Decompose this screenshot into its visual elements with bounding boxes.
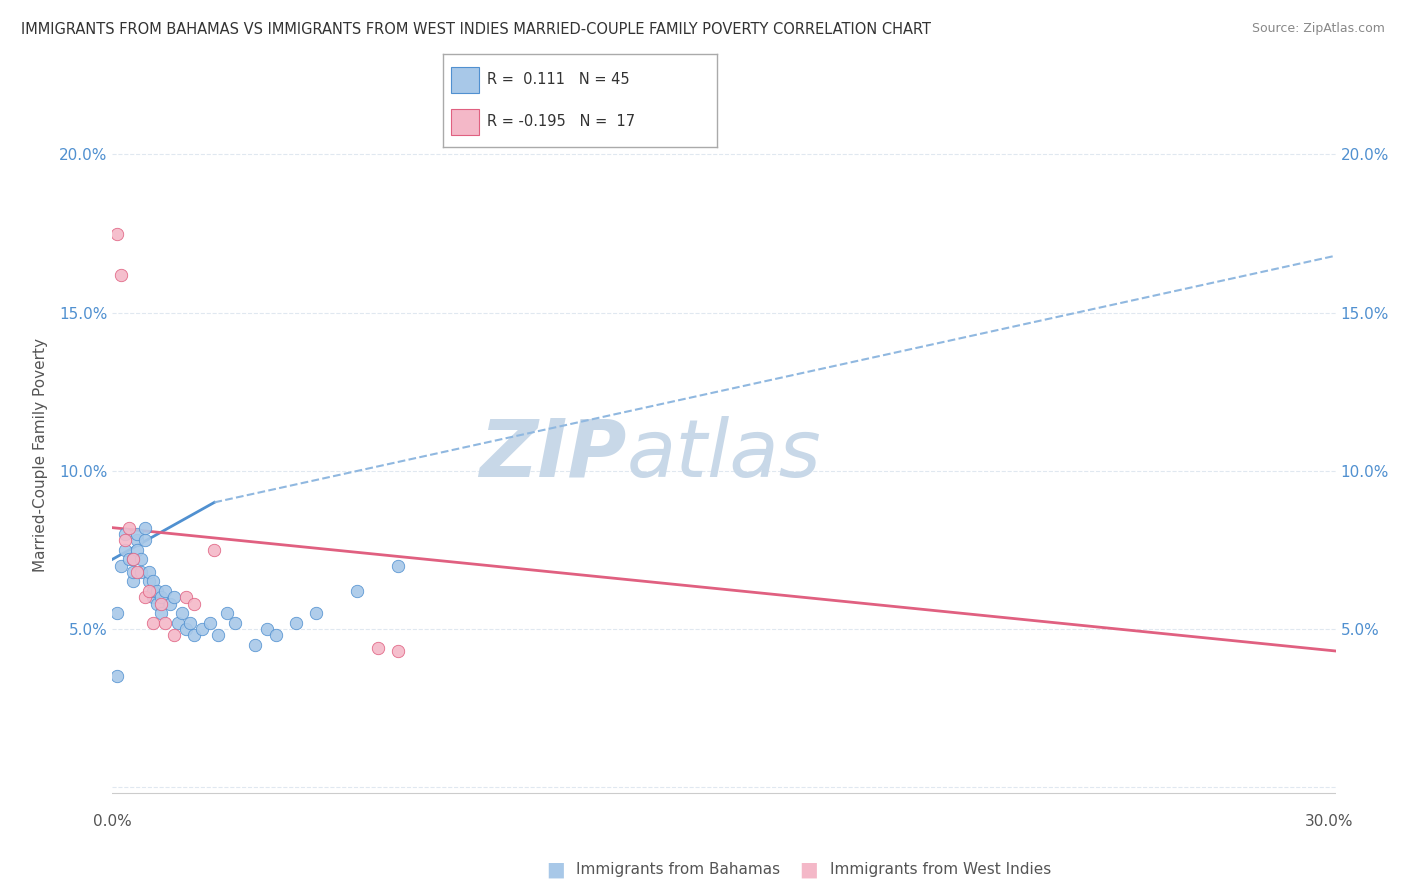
Point <box>142 574 165 589</box>
Text: 30.0%: 30.0% <box>1305 814 1353 829</box>
Point <box>110 558 132 573</box>
Point <box>122 565 145 579</box>
Point <box>150 597 173 611</box>
Point <box>105 606 128 620</box>
Point <box>134 533 156 548</box>
Bar <box>451 109 478 135</box>
Point <box>159 597 181 611</box>
Point <box>191 622 214 636</box>
Point <box>125 533 148 548</box>
Point <box>264 628 287 642</box>
Point <box>138 583 160 598</box>
Point <box>174 591 197 605</box>
Point <box>110 268 132 282</box>
Point <box>105 227 128 241</box>
Point <box>129 565 152 579</box>
Point <box>146 597 169 611</box>
Point <box>179 615 201 630</box>
Point <box>284 615 308 630</box>
Point <box>163 628 186 642</box>
Point <box>125 527 148 541</box>
Point <box>125 542 148 557</box>
Point <box>163 591 186 605</box>
Point <box>142 591 165 605</box>
Text: R = -0.195   N =  17: R = -0.195 N = 17 <box>486 114 636 129</box>
Point <box>138 565 160 579</box>
Point <box>125 565 148 579</box>
Text: Source: ZipAtlas.com: Source: ZipAtlas.com <box>1251 22 1385 36</box>
Point <box>155 615 177 630</box>
Point <box>146 583 169 598</box>
Point <box>170 606 193 620</box>
Point <box>118 521 141 535</box>
Point <box>150 591 173 605</box>
Point <box>134 591 156 605</box>
Point <box>387 644 409 658</box>
Point <box>118 552 141 566</box>
Point <box>150 606 173 620</box>
Text: 0.0%: 0.0% <box>93 814 132 829</box>
Point <box>129 552 152 566</box>
Point <box>174 622 197 636</box>
Point <box>183 628 205 642</box>
Point <box>215 606 238 620</box>
Point <box>122 574 145 589</box>
Point <box>204 542 226 557</box>
Point <box>256 622 278 636</box>
Text: ▪: ▪ <box>799 855 818 884</box>
Point <box>122 552 145 566</box>
Point <box>114 533 136 548</box>
Point <box>166 615 188 630</box>
Point <box>346 583 368 598</box>
Point <box>207 628 229 642</box>
Text: Immigrants from West Indies: Immigrants from West Indies <box>830 863 1050 877</box>
Point <box>245 638 267 652</box>
Point <box>155 583 177 598</box>
Text: IMMIGRANTS FROM BAHAMAS VS IMMIGRANTS FROM WEST INDIES MARRIED-COUPLE FAMILY POV: IMMIGRANTS FROM BAHAMAS VS IMMIGRANTS FR… <box>21 22 931 37</box>
Point <box>142 615 165 630</box>
Bar <box>451 67 478 93</box>
Text: ZIP: ZIP <box>479 416 626 494</box>
Point <box>366 640 388 655</box>
Point <box>105 669 128 683</box>
Text: atlas: atlas <box>626 416 821 494</box>
Text: R =  0.111   N = 45: R = 0.111 N = 45 <box>486 72 630 87</box>
Point <box>224 615 246 630</box>
Point <box>122 552 145 566</box>
Point <box>183 597 205 611</box>
Point <box>387 558 409 573</box>
Point <box>114 527 136 541</box>
Text: ▪: ▪ <box>546 855 565 884</box>
Point <box>305 606 328 620</box>
Point <box>200 615 222 630</box>
Point <box>134 521 156 535</box>
Text: Immigrants from Bahamas: Immigrants from Bahamas <box>576 863 780 877</box>
Point <box>114 542 136 557</box>
Point <box>142 583 165 598</box>
Point <box>138 574 160 589</box>
Y-axis label: Married-Couple Family Poverty: Married-Couple Family Poverty <box>34 338 48 572</box>
